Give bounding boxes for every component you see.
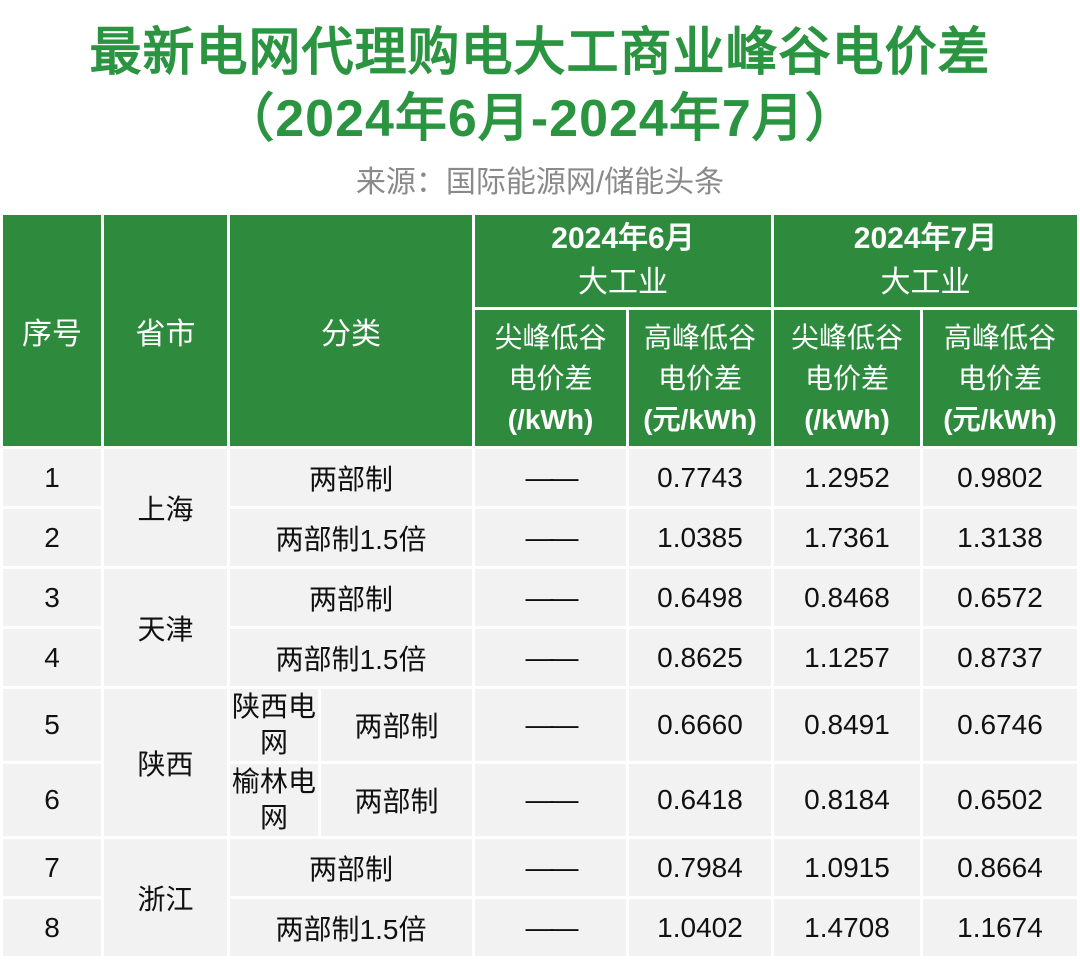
sub-header-unit: (/kWh) xyxy=(804,403,890,435)
cell-value-june-peak: 1.0385 xyxy=(629,509,771,566)
group-period-june: 2024年6月 xyxy=(551,222,695,255)
cell-category: 两部制1.5倍 xyxy=(230,899,472,956)
table-row: 6 榆林电网 两部制 —— 0.6418 0.8184 0.6502 xyxy=(3,764,1077,836)
col-header-no: 序号 xyxy=(3,215,101,446)
page-title: 最新电网代理购电大工商业峰谷电价差 （2024年6月-2024年7月） xyxy=(0,0,1080,152)
cell-value-june-sharp: —— xyxy=(475,899,626,956)
cell-value-july-sharp: 1.7361 xyxy=(774,509,920,566)
table-row: 4 两部制1.5倍 —— 0.8625 1.1257 0.8737 xyxy=(3,629,1077,686)
cell-value-june-sharp: —— xyxy=(475,509,626,566)
cell-value-july-sharp: 1.4708 xyxy=(774,899,920,956)
sub-header-line: 电价差 xyxy=(957,362,1042,394)
cell-province: 浙江 xyxy=(104,839,227,956)
sub-header-line: 尖峰低谷 xyxy=(790,321,903,353)
sub-header-line: 电价差 xyxy=(508,362,593,394)
cell-value-july-sharp: 1.0915 xyxy=(774,839,920,896)
table-row: 3 天津 两部制 —— 0.6498 0.8468 0.6572 xyxy=(3,569,1077,686)
sub-header-july-peak-valley: 高峰低谷 电价差 (元/kWh) xyxy=(923,310,1077,446)
header-row-groups: 序号 省市 分类 2024年6月 大工业 2024年7月 大工业 xyxy=(3,215,1077,446)
cell-value-june-peak: 0.7984 xyxy=(629,839,771,896)
cell-category: 两部制1.5倍 xyxy=(230,629,472,686)
sub-header-line: 高峰低谷 xyxy=(643,321,756,353)
cell-no: 7 xyxy=(3,839,101,896)
cell-value-july-sharp: 0.8468 xyxy=(774,569,920,626)
cell-value-july-sharp: 0.8491 xyxy=(774,689,920,761)
group-header-2024-06: 2024年6月 大工业 xyxy=(475,215,771,307)
cell-value-july-sharp: 0.8184 xyxy=(774,764,920,836)
cell-no: 8 xyxy=(3,899,101,956)
col-header-category: 分类 xyxy=(230,215,472,446)
group-period-july: 2024年7月 xyxy=(853,222,998,255)
cell-value-july-sharp: 1.2952 xyxy=(774,449,920,506)
cell-value-june-peak: 0.6498 xyxy=(629,569,771,626)
sub-header-line: 电价差 xyxy=(657,362,742,394)
cell-value-june-peak: 1.0402 xyxy=(629,899,771,956)
cell-category: 两部制 xyxy=(230,449,472,506)
sub-header-line: 尖峰低谷 xyxy=(494,321,607,353)
cell-no: 5 xyxy=(3,689,101,761)
sub-header-line: 电价差 xyxy=(804,362,889,394)
cell-category: 两部制 xyxy=(230,839,472,896)
col-header-province: 省市 xyxy=(104,215,227,446)
cell-category: 两部制 xyxy=(321,764,472,836)
cell-no: 1 xyxy=(3,449,101,506)
cell-value-july-peak: 0.9802 xyxy=(923,449,1077,506)
cell-province: 陕西 xyxy=(104,689,227,836)
group-segment-june: 大工业 xyxy=(578,266,668,299)
cell-no: 6 xyxy=(3,764,101,836)
source-line: 来源：国际能源网/储能头条 xyxy=(355,166,725,199)
group-header-2024-07: 2024年7月 大工业 xyxy=(774,215,1077,307)
cell-province: 天津 xyxy=(104,569,227,686)
sub-header-unit: (/kWh) xyxy=(507,403,594,435)
cell-value-june-sharp: —— xyxy=(475,764,626,836)
cell-no: 4 xyxy=(3,629,101,686)
sub-header-unit: (元/kWh) xyxy=(643,403,757,435)
cell-value-june-peak: 0.6660 xyxy=(629,689,771,761)
group-segment-july: 大工业 xyxy=(880,266,971,299)
header-row-measures: 尖峰低谷 电价差 (/kWh) 高峰低谷 电价差 (元/kWh) 尖峰低谷 电价… xyxy=(3,310,1077,446)
cell-value-july-peak: 0.8737 xyxy=(923,629,1077,686)
cell-no: 3 xyxy=(3,569,101,626)
cell-value-june-sharp: —— xyxy=(475,689,626,761)
title-line-2: （2024年6月-2024年7月） xyxy=(222,90,858,148)
cell-value-june-sharp: —— xyxy=(475,839,626,896)
cell-value-july-peak: 0.6746 xyxy=(923,689,1077,761)
cell-category: 两部制1.5倍 xyxy=(230,509,472,566)
cell-value-june-peak: 0.8625 xyxy=(629,629,771,686)
table-row: 2 两部制1.5倍 —— 1.0385 1.7361 1.3138 xyxy=(3,509,1077,566)
sub-header-line: 高峰低谷 xyxy=(943,321,1056,353)
title-line-1: 最新电网代理购电大工商业峰谷电价差 xyxy=(89,24,991,82)
cell-value-july-peak: 0.6572 xyxy=(923,569,1077,626)
cell-category: 两部制 xyxy=(321,689,472,761)
cell-value-june-sharp: —— xyxy=(475,629,626,686)
cell-grid: 陕西电网 xyxy=(230,689,318,761)
cell-category: 两部制 xyxy=(230,569,472,626)
cell-value-july-peak: 1.1674 xyxy=(923,899,1077,956)
cell-value-july-peak: 0.8664 xyxy=(923,839,1077,896)
cell-value-july-peak: 1.3138 xyxy=(923,509,1077,566)
cell-value-june-peak: 0.6418 xyxy=(629,764,771,836)
cell-province: 上海 xyxy=(104,449,227,566)
cell-value-july-peak: 0.6502 xyxy=(923,764,1077,836)
cell-value-june-sharp: —— xyxy=(475,569,626,626)
table-row: 1 上海 两部制 —— 0.7743 1.2952 0.9802 xyxy=(3,449,1077,566)
table-row: 5 陕西 陕西电网 两部制 —— 0.6660 0.8491 0.6746 xyxy=(3,689,1077,836)
sub-header-june-peak-valley: 高峰低谷 电价差 (元/kWh) xyxy=(629,310,771,446)
price-table: 序号 省市 分类 2024年6月 大工业 2024年7月 大工业 尖峰低谷 电价… xyxy=(0,212,1080,959)
cell-value-july-sharp: 1.1257 xyxy=(774,629,920,686)
cell-value-june-sharp: —— xyxy=(475,449,626,506)
table-row: 7 浙江 两部制 —— 0.7984 1.0915 0.8664 xyxy=(3,839,1077,956)
table-row: 8 两部制1.5倍 —— 1.0402 1.4708 1.1674 xyxy=(3,899,1077,956)
sub-header-july-sharp-valley: 尖峰低谷 电价差 (/kWh) xyxy=(774,310,920,446)
cell-no: 2 xyxy=(3,509,101,566)
cell-value-june-peak: 0.7743 xyxy=(629,449,771,506)
sub-header-unit: (元/kWh) xyxy=(943,403,1057,435)
cell-grid: 榆林电网 xyxy=(230,764,318,836)
sub-header-june-sharp-valley: 尖峰低谷 电价差 (/kWh) xyxy=(475,310,626,446)
